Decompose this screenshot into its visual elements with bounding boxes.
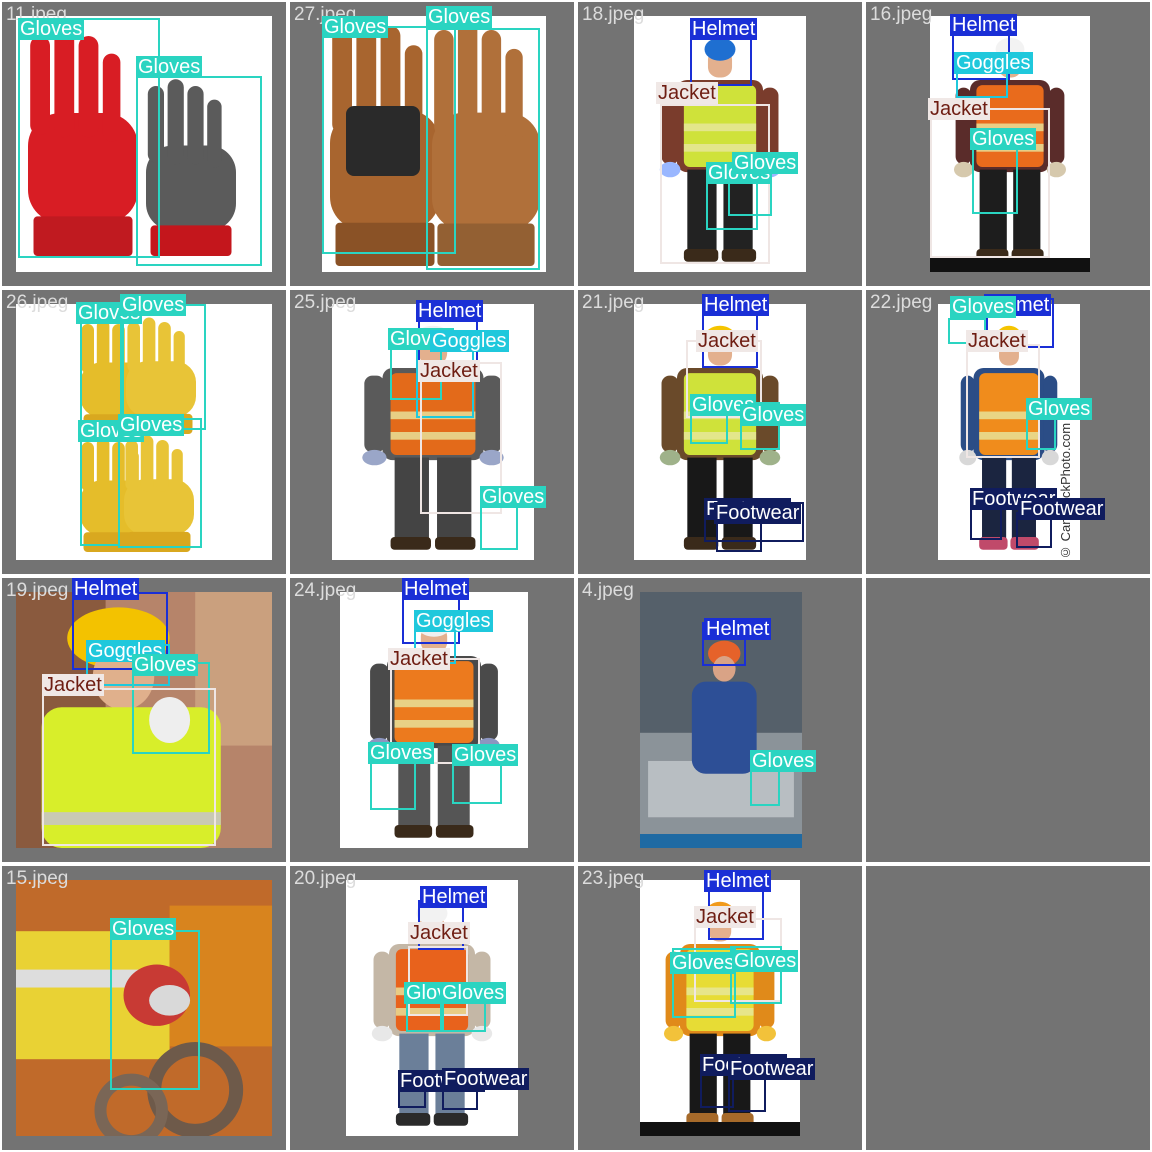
- image-tile: 26.jpeg Gloves Gloves Gloves Gloves: [2, 290, 286, 574]
- jacket-label: Jacket: [42, 674, 104, 696]
- gloves-label: Gloves: [950, 296, 1017, 318]
- gloves-label: Gloves: [118, 414, 185, 436]
- jacket-label: Jacket: [388, 648, 450, 670]
- gloves-label: Gloves: [132, 654, 199, 676]
- filename-label: 24.jpeg: [294, 580, 357, 601]
- jacket-bounding-box: [660, 104, 770, 264]
- goggles-label: Goggles: [954, 52, 1033, 74]
- gloves-bounding-box: [136, 76, 262, 266]
- helmet-label: Helmet: [690, 18, 758, 40]
- helmet-label: Helmet: [72, 578, 140, 600]
- jacket-bounding-box: [408, 946, 468, 1016]
- filename-label: 19.jpeg: [6, 580, 69, 601]
- gloves-label: Gloves: [1026, 398, 1093, 420]
- jacket-label: Jacket: [696, 330, 758, 352]
- gloves-label: Gloves: [690, 394, 757, 416]
- footwear-label: Footwear: [1018, 498, 1106, 520]
- gloves-bounding-box: [740, 402, 780, 450]
- gloves-bounding-box: [110, 930, 200, 1090]
- gloves-label: Gloves: [740, 404, 807, 426]
- image-tile: [866, 578, 1150, 862]
- gloves-bounding-box: [322, 26, 456, 254]
- image-tile: 27.jpeg Gloves Gloves: [290, 2, 574, 286]
- image-tile: 23.jpegHelmetJacketGlovesGlovesFootwearF…: [578, 866, 862, 1150]
- gloves-label: Gloves: [732, 950, 799, 972]
- image-tile: [866, 866, 1150, 1150]
- helmet-label: Helmet: [420, 886, 488, 908]
- filename-label: 23.jpeg: [582, 868, 645, 889]
- gloves-bounding-box: [672, 948, 736, 1018]
- jacket-bounding-box: [930, 108, 1050, 258]
- helmet-label: Helmet: [704, 870, 772, 892]
- jacket-label: Jacket: [694, 906, 756, 928]
- gloves-label: Gloves: [670, 952, 737, 974]
- jacket-label: Jacket: [418, 360, 480, 382]
- gloves-label: Gloves: [480, 486, 547, 508]
- jacket-bounding-box: [42, 688, 216, 846]
- helmet-label: Helmet: [950, 14, 1018, 36]
- gloves-label: Gloves: [426, 6, 493, 28]
- gloves-label: Gloves: [750, 750, 817, 772]
- filename-label: 16.jpeg: [870, 4, 933, 25]
- image-tile: 11.jpeg Gloves Gloves: [2, 2, 286, 286]
- gloves-bounding-box: [730, 946, 782, 1004]
- filename-label: 15.jpeg: [6, 868, 69, 889]
- gloves-label: Gloves: [970, 128, 1037, 150]
- jacket-label: Jacket: [966, 330, 1028, 352]
- filename-label: 21.jpeg: [582, 292, 645, 313]
- filename-label: 22.jpeg: [870, 292, 933, 313]
- helmet-label: Helmet: [402, 578, 470, 600]
- gloves-label: Gloves: [136, 56, 203, 78]
- footwear-label: Footwear: [442, 1068, 530, 1090]
- jacket-label: Jacket: [928, 98, 990, 120]
- image-tile: 20.jpegHelmetJacketGlovesGlovesFootwearF…: [290, 866, 574, 1150]
- watermark-text: © CanStockPhoto.com: [1058, 422, 1073, 560]
- image-tile: 15.jpeg Gloves: [2, 866, 286, 1150]
- helmet-label: Helmet: [416, 300, 484, 322]
- image-tile: 4.jpeg Helmet Gloves: [578, 578, 862, 862]
- image-tile: 19.jpeg Helmet Goggles Gloves Jacket: [2, 578, 286, 862]
- helmet-label: Helmet: [702, 294, 770, 316]
- image-tile: 21.jpegHelmetJacketGlovesGlovesFootwearF…: [578, 290, 862, 574]
- image-tile: 25.jpeg Helmet Gloves Goggles Jacket Gloves: [290, 290, 574, 574]
- footwear-label: Footwear: [714, 502, 802, 524]
- filename-label: 25.jpeg: [294, 292, 357, 313]
- gloves-label: Gloves: [368, 742, 435, 764]
- gloves-bounding-box: [80, 432, 120, 546]
- gloves-label: Gloves: [732, 152, 799, 174]
- tile-photo: [322, 16, 546, 272]
- gloves-bounding-box: [426, 28, 540, 270]
- filename-label: 4.jpeg: [582, 580, 634, 601]
- filename-label: 26.jpeg: [6, 292, 69, 313]
- gloves-label: Gloves: [452, 744, 519, 766]
- image-tile: 24.jpeg Helmet Goggles Jacket Gloves Gloves: [290, 578, 574, 862]
- gloves-label: Gloves: [322, 16, 389, 38]
- tile-photo: [634, 16, 806, 272]
- goggles-label: Goggles: [430, 330, 509, 352]
- gloves-label: Gloves: [18, 18, 85, 40]
- goggles-label: Goggles: [414, 610, 493, 632]
- gloves-label: Gloves: [120, 294, 187, 316]
- gloves-label: Gloves: [110, 918, 177, 940]
- image-tile: © CanStockPhoto.com 22.jpeg Helmet Gloves Ja…: [866, 290, 1150, 574]
- gloves-bounding-box: [18, 18, 160, 258]
- tile-photo: [640, 592, 802, 848]
- gloves-label: Gloves: [440, 982, 507, 1004]
- jacket-label: Jacket: [408, 922, 470, 944]
- footwear-label: Footwear: [728, 1058, 816, 1080]
- filename-label: 18.jpeg: [582, 4, 645, 25]
- tile-photo: [16, 592, 272, 848]
- jacket-label: Jacket: [656, 82, 718, 104]
- helmet-label: Helmet: [704, 618, 772, 640]
- image-tile: 16.jpeg Helmet Goggles Jacket Gloves: [866, 2, 1150, 286]
- filename-label: 20.jpeg: [294, 868, 357, 889]
